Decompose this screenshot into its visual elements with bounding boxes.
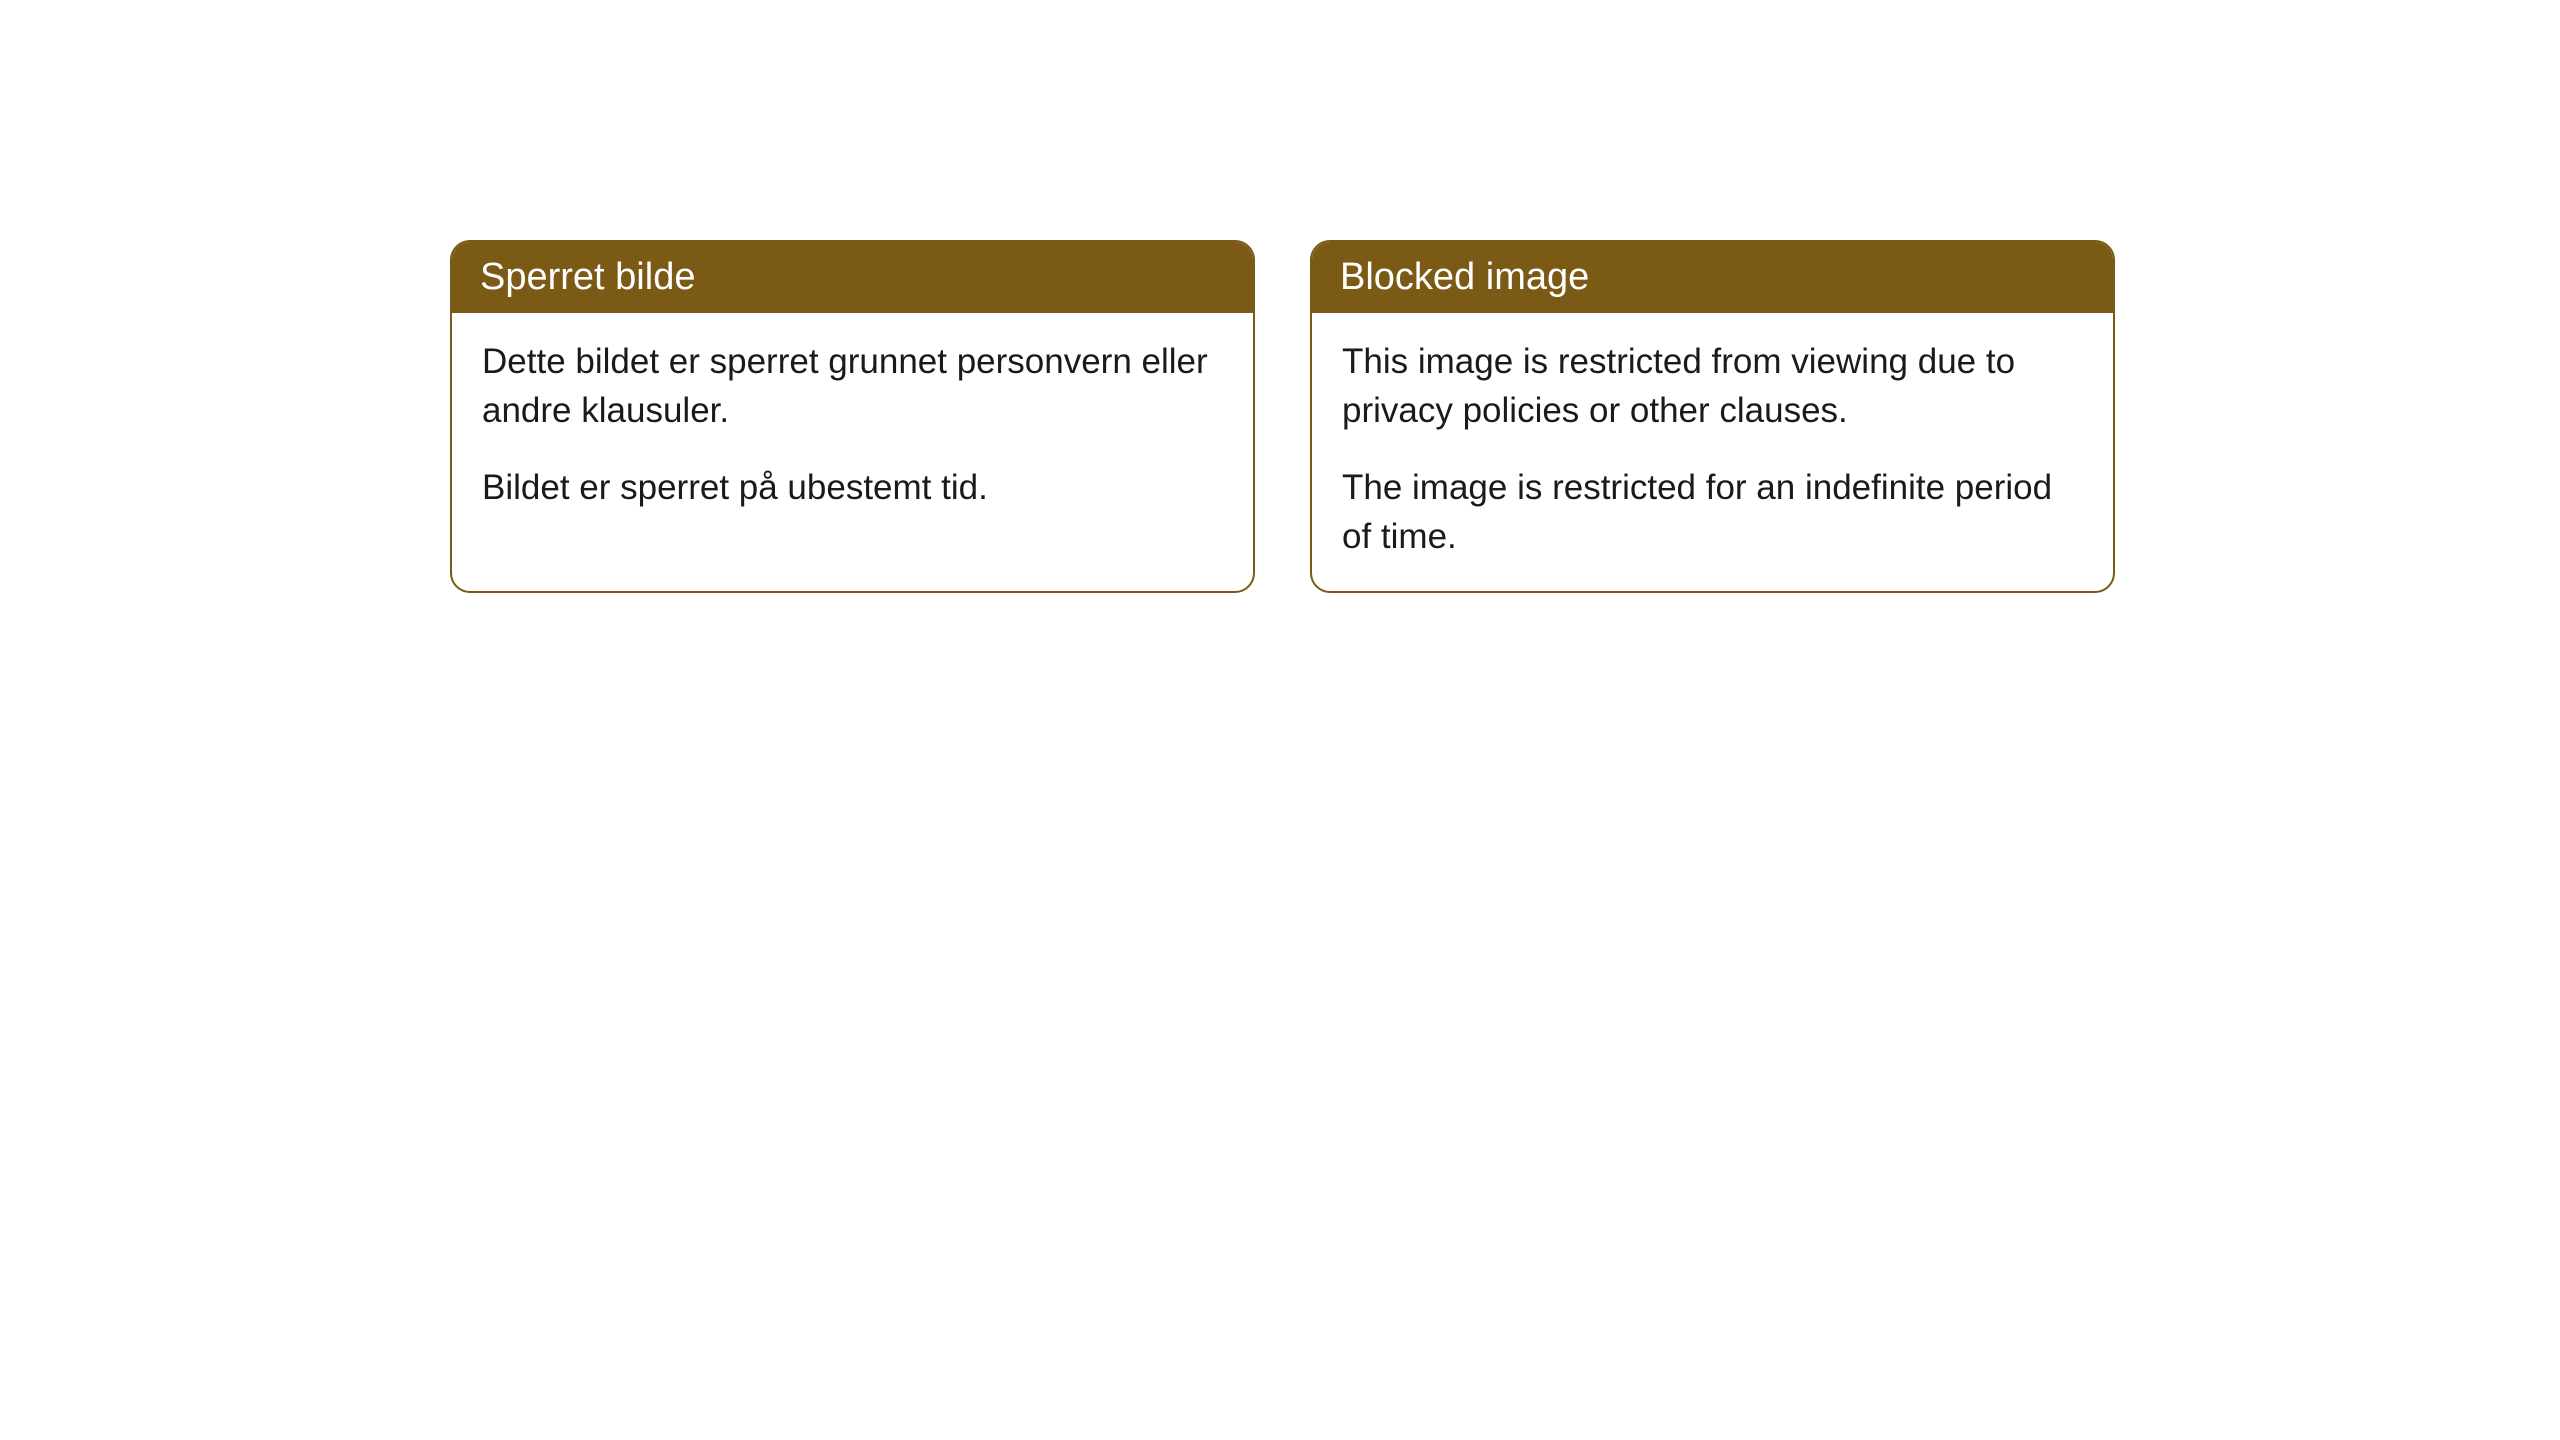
card-paragraph-1: Dette bildet er sperret grunnet personve…: [482, 337, 1223, 435]
card-header: Sperret bilde: [452, 242, 1253, 313]
card-body: Dette bildet er sperret grunnet personve…: [452, 313, 1253, 542]
blocked-image-card-norwegian: Sperret bilde Dette bildet er sperret gr…: [450, 240, 1255, 593]
card-paragraph-1: This image is restricted from viewing du…: [1342, 337, 2083, 435]
card-title: Sperret bilde: [480, 256, 695, 298]
card-header: Blocked image: [1312, 242, 2113, 313]
card-paragraph-2: The image is restricted for an indefinit…: [1342, 463, 2083, 561]
card-title: Blocked image: [1340, 256, 1589, 298]
card-paragraph-2: Bildet er sperret på ubestemt tid.: [482, 463, 1223, 512]
card-body: This image is restricted from viewing du…: [1312, 313, 2113, 591]
blocked-image-card-english: Blocked image This image is restricted f…: [1310, 240, 2115, 593]
cards-container: Sperret bilde Dette bildet er sperret gr…: [450, 240, 2560, 593]
